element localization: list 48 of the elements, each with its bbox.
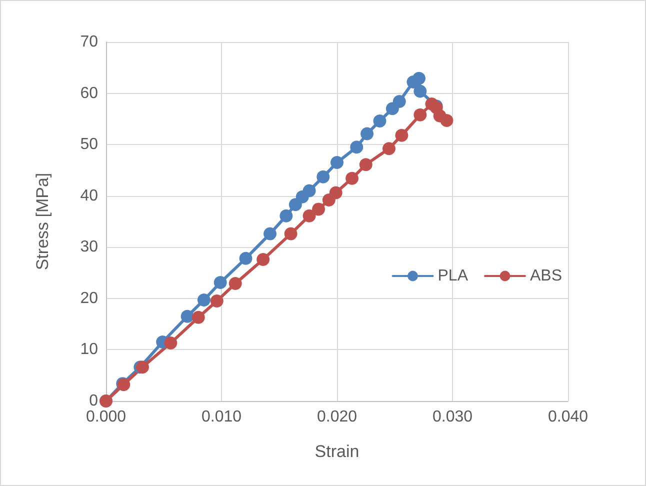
point — [256, 252, 270, 266]
point — [330, 156, 344, 170]
y-axis-title: Stress [MPa] — [33, 172, 52, 270]
point — [346, 172, 359, 185]
y-tick-label: 0 — [89, 392, 98, 410]
point — [360, 127, 374, 140]
point — [312, 202, 326, 216]
point — [414, 108, 427, 122]
legend-label: ABS — [530, 268, 562, 284]
point — [316, 170, 330, 184]
point — [197, 293, 210, 306]
point — [180, 310, 194, 323]
y-tick-label: 10 — [80, 341, 98, 358]
point — [392, 94, 406, 108]
point — [440, 114, 454, 127]
y-tick-label: 70 — [80, 34, 98, 50]
x-tick-label: 0.000 — [86, 408, 126, 426]
point — [284, 227, 298, 240]
point — [164, 336, 178, 350]
point — [302, 184, 316, 198]
point — [280, 209, 293, 222]
point — [302, 209, 316, 222]
point — [395, 128, 408, 142]
point — [264, 227, 277, 240]
point — [373, 114, 386, 128]
x-tick-label: 0.030 — [432, 408, 473, 426]
point — [382, 142, 396, 156]
y-tick-label: 60 — [80, 84, 98, 102]
y-tick-label: 20 — [80, 290, 98, 307]
x-tick-label: 0.040 — [548, 408, 588, 426]
point — [329, 186, 342, 200]
point — [214, 276, 227, 290]
point — [350, 140, 364, 154]
y-tick-label: 50 — [80, 136, 98, 154]
y-tick-label: 30 — [80, 238, 98, 256]
point — [210, 294, 224, 308]
point — [412, 72, 426, 85]
point — [359, 158, 372, 172]
point — [239, 252, 252, 265]
point — [192, 310, 205, 324]
point — [136, 360, 149, 374]
y-tick-label: 40 — [80, 187, 98, 204]
x-tick-label: 0.010 — [201, 408, 242, 426]
point — [414, 84, 427, 98]
x-tick-label: 0.020 — [316, 408, 358, 426]
x-axis-title: Strain — [314, 442, 360, 461]
legend-label: PLA — [438, 268, 468, 284]
point — [228, 277, 242, 290]
